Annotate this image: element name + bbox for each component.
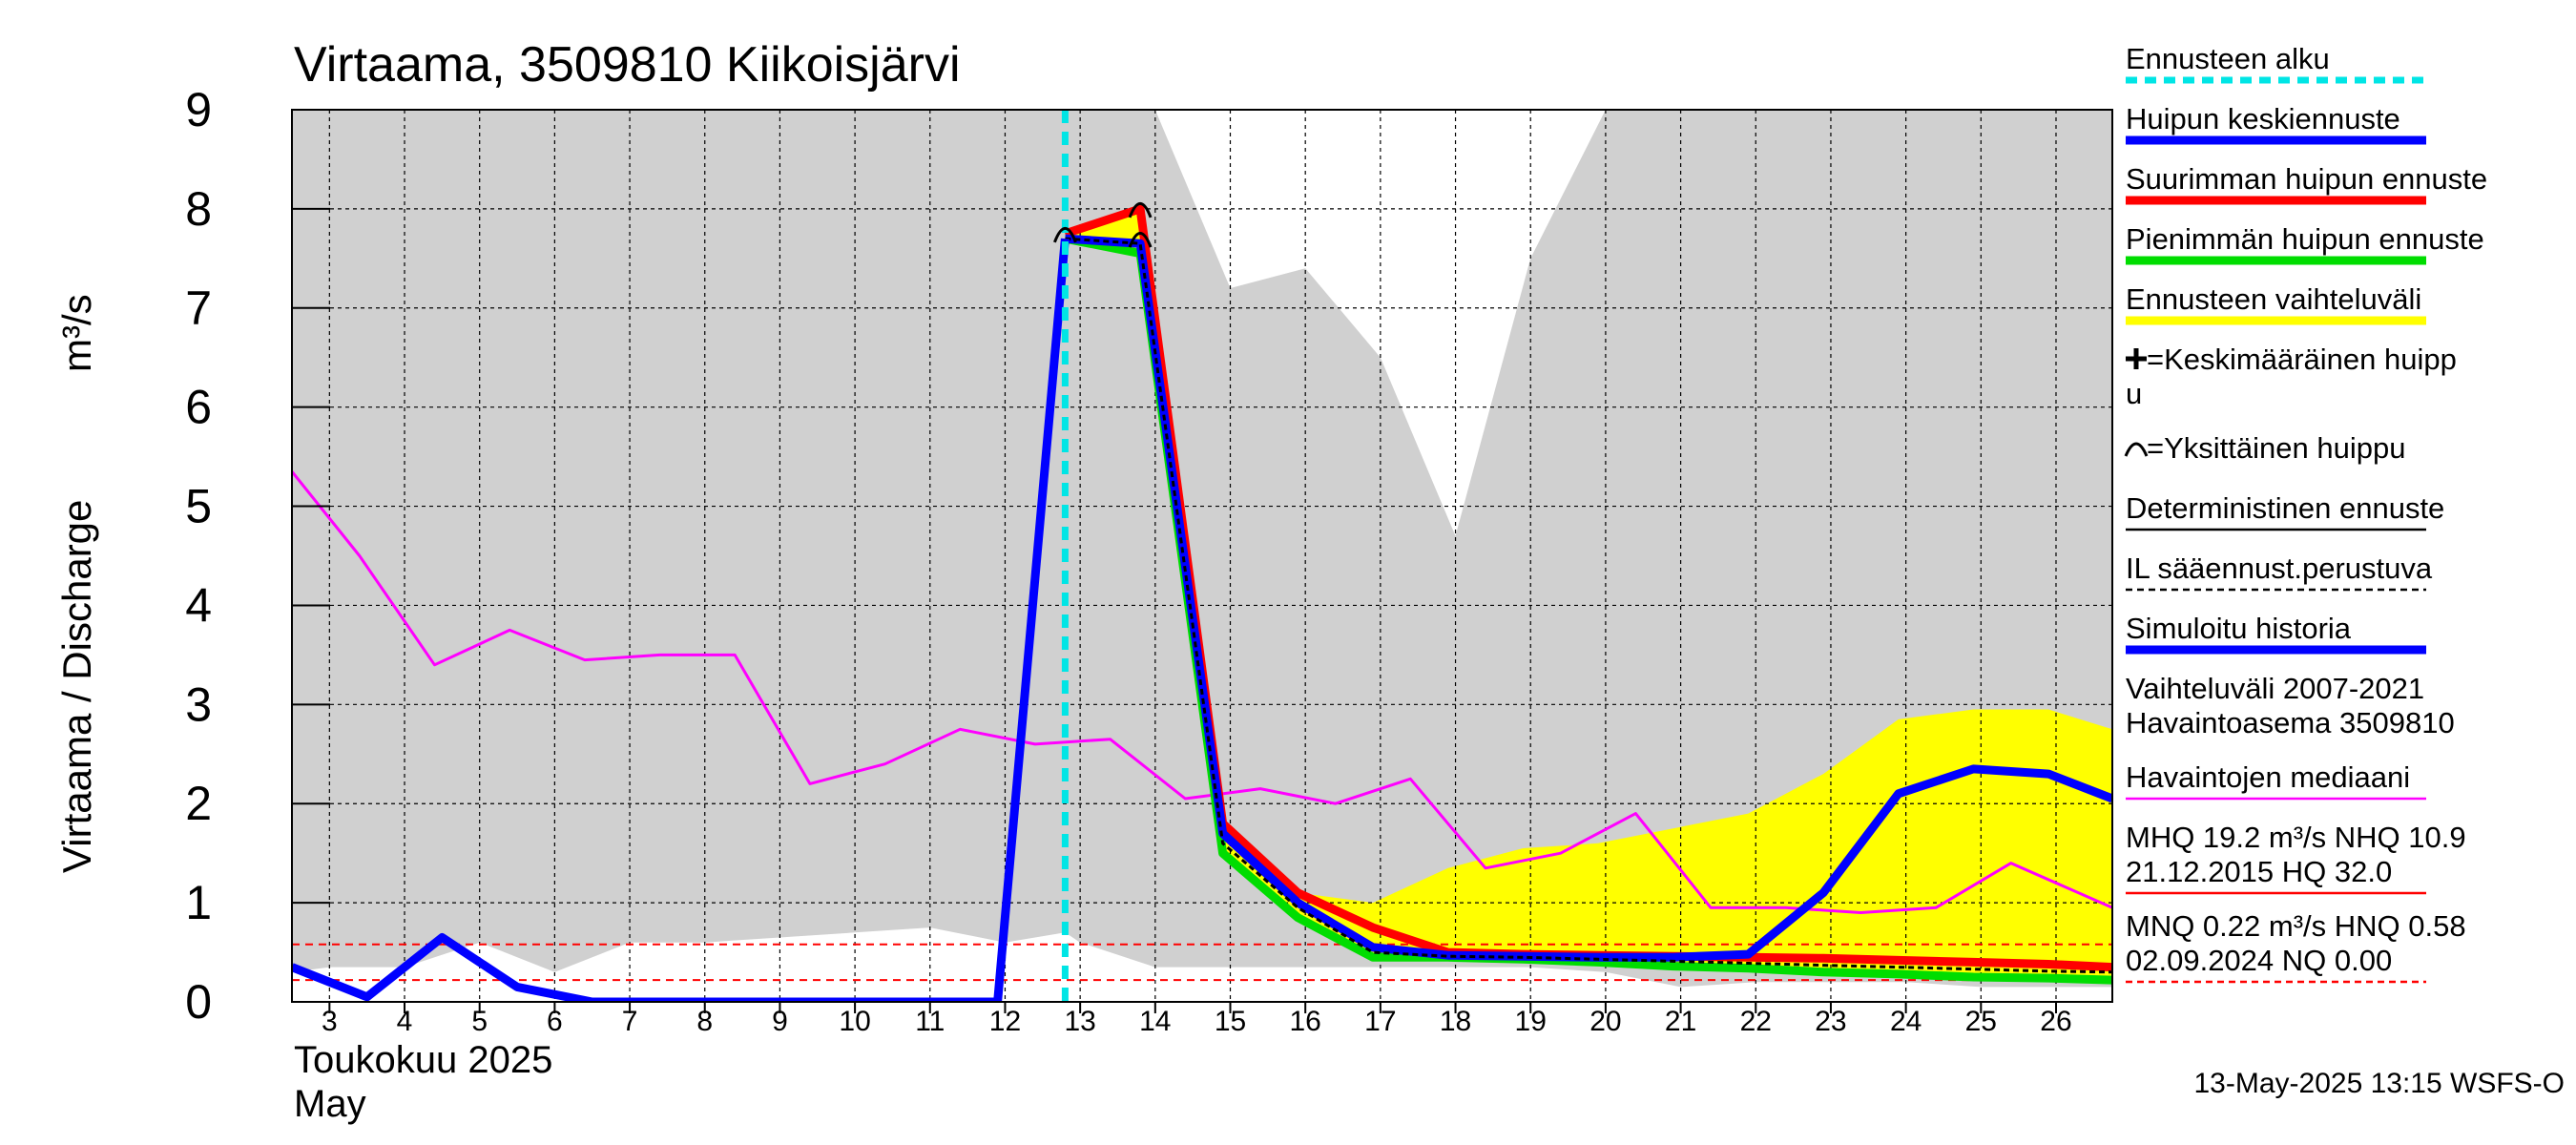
- legend-item-12: Havaintojen mediaani: [2126, 760, 2426, 801]
- legend-label: Suurimman huipun ennuste: [2126, 162, 2487, 196]
- legend-item-5: Ennusteen vaihteluväli: [2126, 282, 2426, 325]
- ytick-label-0: 0: [185, 975, 212, 1029]
- legend-label: Ennusteen alku: [2126, 42, 2330, 75]
- legend-label: Pienimmän huipun ennuste: [2126, 222, 2484, 256]
- legend-label: MHQ 19.2 m³/s NHQ 10.9: [2126, 821, 2466, 854]
- legend-item-2: Huipun keskiennuste: [2126, 102, 2426, 145]
- xtick-label-22: 22: [1740, 1006, 1772, 1037]
- legend-item-3: Suurimman huipun ennuste: [2126, 162, 2487, 205]
- xtick-label-4: 4: [397, 1006, 413, 1037]
- legend-label: IL sääennust.perustuva: [2126, 552, 2433, 585]
- legend-label: Huipun keskiennuste: [2126, 102, 2400, 135]
- ytick-label-1: 1: [185, 876, 212, 929]
- plus-icon: [2126, 348, 2147, 369]
- legend-item-13: MHQ 19.2 m³/s NHQ 10.921.12.2015 HQ 32.0: [2126, 821, 2466, 895]
- footer-timestamp: 13-May-2025 13:15 WSFS-O: [2194, 1068, 2566, 1099]
- xtick-label-18: 18: [1440, 1006, 1471, 1037]
- xtick-label-14: 14: [1139, 1006, 1171, 1037]
- legend-item-1: Ennusteen alku: [2126, 42, 2426, 84]
- plot-frame: [291, 109, 2113, 1003]
- legend-item-10: Simuloitu historia: [2126, 612, 2426, 655]
- xtick-label-19: 19: [1515, 1006, 1547, 1037]
- range-band-2007-2021: [292, 110, 2112, 988]
- ytick-label-8: 8: [185, 182, 212, 236]
- legend-item-4: Pienimmän huipun ennuste: [2126, 222, 2484, 265]
- xtick-label-9: 9: [772, 1006, 788, 1037]
- xtick-label-23: 23: [1815, 1006, 1846, 1037]
- x-axis-label-en: May: [294, 1083, 366, 1125]
- legend-label: =Yksittäinen huippu: [2147, 431, 2405, 465]
- ytick-label-2: 2: [185, 777, 212, 830]
- legend-label: MNQ 0.22 m³/s HNQ 0.58: [2126, 909, 2466, 943]
- legend-label-2: 02.09.2024 NQ 0.00: [2126, 944, 2392, 977]
- legend-label: Deterministinen ennuste: [2126, 491, 2444, 525]
- series-havaintojen-mediaani: [292, 470, 2112, 914]
- y-axis-label: Virtaama / Discharge: [54, 500, 99, 873]
- xtick-label-20: 20: [1589, 1006, 1621, 1037]
- peak-marker-3: [1128, 232, 1153, 248]
- chart-title: Virtaama, 3509810 Kiikoisjärvi: [294, 37, 961, 93]
- forecast-range-band: [1065, 203, 2112, 977]
- legend-label-2: Havaintoasema 3509810: [2126, 706, 2455, 739]
- xtick-label-12: 12: [989, 1006, 1021, 1037]
- series-pienimmän-huipun-ennuste: [1064, 234, 2112, 985]
- xtick-label-25: 25: [1965, 1006, 1997, 1037]
- ytick-label-6: 6: [185, 381, 212, 434]
- xtick-label-26: 26: [2040, 1006, 2071, 1037]
- xtick-label-3: 3: [322, 1006, 338, 1037]
- axes: Virtaama, 3509810 Kiikoisjärvi Virtaama …: [54, 37, 2113, 1125]
- xtick-label-11: 11: [915, 1006, 945, 1037]
- xtick-label-13: 13: [1064, 1006, 1095, 1037]
- xtick-label-7: 7: [622, 1006, 638, 1037]
- peak-marker-2: [1128, 201, 1153, 219]
- y-axis-unit: m³/s: [54, 294, 99, 372]
- ytick-label-7: 7: [185, 281, 212, 335]
- series-huipun-keskiennuste: [1065, 234, 2112, 962]
- legend-item-11: Vaihteluväli 2007-2021 Havaintoasema 350…: [2126, 672, 2455, 739]
- xtick-label-21: 21: [1665, 1006, 1696, 1037]
- xtick-label-24: 24: [1890, 1006, 1922, 1037]
- arc-icon: [2124, 442, 2149, 457]
- legend-item-7: =Yksittäinen huippu: [2124, 431, 2405, 465]
- legend-item-8: Deterministinen ennuste: [2126, 491, 2444, 531]
- legend-label: Simuloitu historia: [2126, 612, 2352, 645]
- legend-item-6: =Keskimääräinen huippu: [2126, 343, 2457, 410]
- legend-label: Havaintojen mediaani: [2126, 760, 2410, 794]
- legend-item-9: IL sääennust.perustuva: [2126, 552, 2433, 592]
- xtick-label-5: 5: [471, 1006, 488, 1037]
- xtick-label-15: 15: [1215, 1006, 1246, 1037]
- ytick-label-4: 4: [185, 578, 212, 632]
- legend-label-2: u: [2126, 377, 2142, 410]
- legend-label-2: 21.12.2015 HQ 32.0: [2126, 855, 2392, 888]
- plot-area: [292, 110, 2112, 1002]
- legend-label: Vaihteluväli 2007-2021: [2126, 672, 2424, 705]
- x-axis-label-fi: Toukokuu 2025: [294, 1039, 552, 1081]
- legend-label: =Keskimääräinen huipp: [2147, 343, 2457, 376]
- series-deterministinen-ennuste: [1065, 237, 2112, 974]
- peak-marker-1: [1053, 226, 1077, 243]
- xtick-label-10: 10: [839, 1006, 870, 1037]
- series-simuloitu-historia: [292, 238, 1070, 1002]
- ytick-label-3: 3: [185, 677, 212, 731]
- ytick-label-9: 9: [185, 83, 212, 136]
- ytick-label-5: 5: [185, 480, 212, 533]
- xtick-label-17: 17: [1364, 1006, 1396, 1037]
- xtick-label-16: 16: [1289, 1006, 1320, 1037]
- legend: Ennusteen alku Huipun keskiennuste Suurimm…: [2124, 42, 2487, 984]
- xtick-label-8: 8: [696, 1006, 713, 1037]
- legend-label: Ennusteen vaihteluväli: [2126, 282, 2421, 316]
- xtick-label-6: 6: [547, 1006, 563, 1037]
